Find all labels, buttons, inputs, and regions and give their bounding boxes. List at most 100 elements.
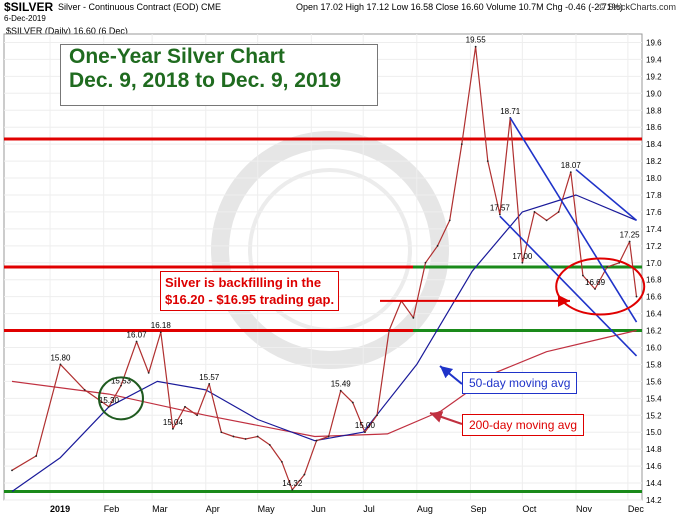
- y-tick-label: 16.0: [646, 343, 662, 352]
- x-tick-label: Apr: [206, 504, 220, 514]
- y-tick-label: 19.6: [646, 38, 662, 47]
- price-point: [339, 389, 342, 392]
- chart-title: One-Year Silver Chart: [69, 45, 285, 68]
- price-point: [635, 295, 638, 298]
- data-label: 15.57: [199, 373, 220, 382]
- price-point: [220, 431, 223, 434]
- price-point: [232, 435, 235, 438]
- data-label: 15.53: [111, 376, 132, 385]
- x-tick-label: Oct: [522, 504, 537, 514]
- x-tick-label: Mar: [152, 504, 168, 514]
- x-tick-label: Jun: [311, 504, 326, 514]
- y-tick-label: 16.6: [646, 293, 662, 302]
- price-point: [557, 211, 560, 213]
- price-point: [35, 455, 38, 457]
- data-label: 18.71: [500, 107, 521, 116]
- price-point: [606, 266, 609, 268]
- gap-annotation: Silver is backfilling in the $16.20 - $1…: [160, 271, 340, 311]
- price-point: [59, 363, 62, 366]
- y-tick-label: 18.2: [646, 157, 662, 166]
- y-tick-label: 17.2: [646, 242, 662, 251]
- price-point: [196, 414, 199, 417]
- y-tick-label: 14.6: [646, 462, 662, 471]
- data-label: 15.49: [331, 380, 352, 389]
- x-tick-label: Jul: [363, 504, 375, 514]
- data-label: 18.07: [561, 161, 582, 170]
- y-tick-label: 18.0: [646, 174, 662, 183]
- price-point: [135, 340, 138, 343]
- y-tick-label: 14.4: [646, 479, 662, 488]
- price-point: [303, 473, 306, 476]
- data-label: 15.04: [163, 418, 184, 427]
- ma50-arrow: [439, 365, 463, 385]
- data-label: 16.69: [585, 278, 606, 287]
- price-point: [569, 171, 572, 174]
- y-tick-label: 15.6: [646, 377, 662, 386]
- price-point: [388, 329, 391, 332]
- y-tick-label: 17.6: [646, 208, 662, 217]
- price-point: [351, 401, 354, 404]
- x-tick-label: Aug: [417, 504, 433, 514]
- price-point: [498, 213, 501, 216]
- y-tick-label: 15.8: [646, 360, 662, 369]
- x-tick-label: Nov: [576, 504, 593, 514]
- price-point: [208, 383, 211, 385]
- trend-channel-line: [509, 117, 638, 323]
- price-point: [11, 469, 13, 472]
- price-point: [424, 261, 427, 264]
- ma200-line: [11, 329, 637, 438]
- price-point: [460, 143, 463, 146]
- y-tick-label: 16.4: [646, 310, 662, 319]
- y-tick-label: 18.4: [646, 140, 662, 149]
- data-label: 14.32: [282, 479, 303, 488]
- price-point: [256, 435, 259, 438]
- price-point: [107, 405, 110, 408]
- y-tick-label: 18.8: [646, 106, 662, 115]
- price-point: [315, 439, 318, 442]
- price-point: [364, 431, 366, 434]
- data-label: 17.57: [490, 203, 511, 212]
- price-point: [268, 444, 271, 446]
- price-point: [244, 438, 247, 440]
- chart-subtitle: Dec. 9, 2018 to Dec. 9, 2019: [69, 69, 342, 92]
- symbol-label: $SILVER: [4, 0, 54, 14]
- gap-annotation-line1: Silver is backfilling in the: [165, 275, 322, 290]
- y-tick-label: 14.8: [646, 445, 662, 454]
- trend-channel-line: [575, 168, 638, 222]
- series-legend: $SILVER (Daily) 16.60 (6 Dec): [6, 26, 128, 36]
- price-point: [533, 211, 536, 213]
- y-tick-label: 17.0: [646, 259, 662, 268]
- y-tick-label: 17.8: [646, 191, 662, 200]
- price-point: [159, 331, 162, 334]
- price-point: [171, 427, 174, 430]
- y-tick-label: 19.0: [646, 89, 662, 98]
- trend-channel-line: [499, 215, 638, 357]
- chart-title-box: One-Year Silver Chart Dec. 9, 2018 to De…: [60, 44, 378, 106]
- price-point: [376, 414, 378, 417]
- price-point: [545, 219, 548, 222]
- price-point: [436, 244, 439, 247]
- price-point: [83, 388, 86, 391]
- x-tick-label: Sep: [470, 504, 486, 514]
- price-point: [147, 372, 150, 374]
- y-tick-label: 18.6: [646, 123, 662, 132]
- price-point: [327, 435, 330, 438]
- ma200-arrow: [429, 411, 463, 425]
- y-tick-label: 15.0: [646, 428, 662, 437]
- price-point: [594, 288, 596, 290]
- data-label: 16.18: [151, 321, 172, 330]
- x-tick-label: May: [258, 504, 276, 514]
- price-point: [628, 240, 631, 243]
- price-point: [474, 45, 477, 48]
- y-tick-label: 16.2: [646, 327, 662, 336]
- price-point: [412, 316, 415, 319]
- price-point: [184, 405, 186, 408]
- data-label: 19.55: [466, 36, 487, 45]
- ohlc-readout: Open 17.02 High 17.12 Low 16.58 Close 16…: [296, 2, 623, 12]
- crossover-highlight-ellipse: [97, 376, 144, 421]
- y-tick-label: 15.2: [646, 411, 662, 420]
- price-point: [280, 460, 283, 463]
- data-label: 17.00: [512, 252, 533, 261]
- data-label: 15.30: [99, 396, 120, 405]
